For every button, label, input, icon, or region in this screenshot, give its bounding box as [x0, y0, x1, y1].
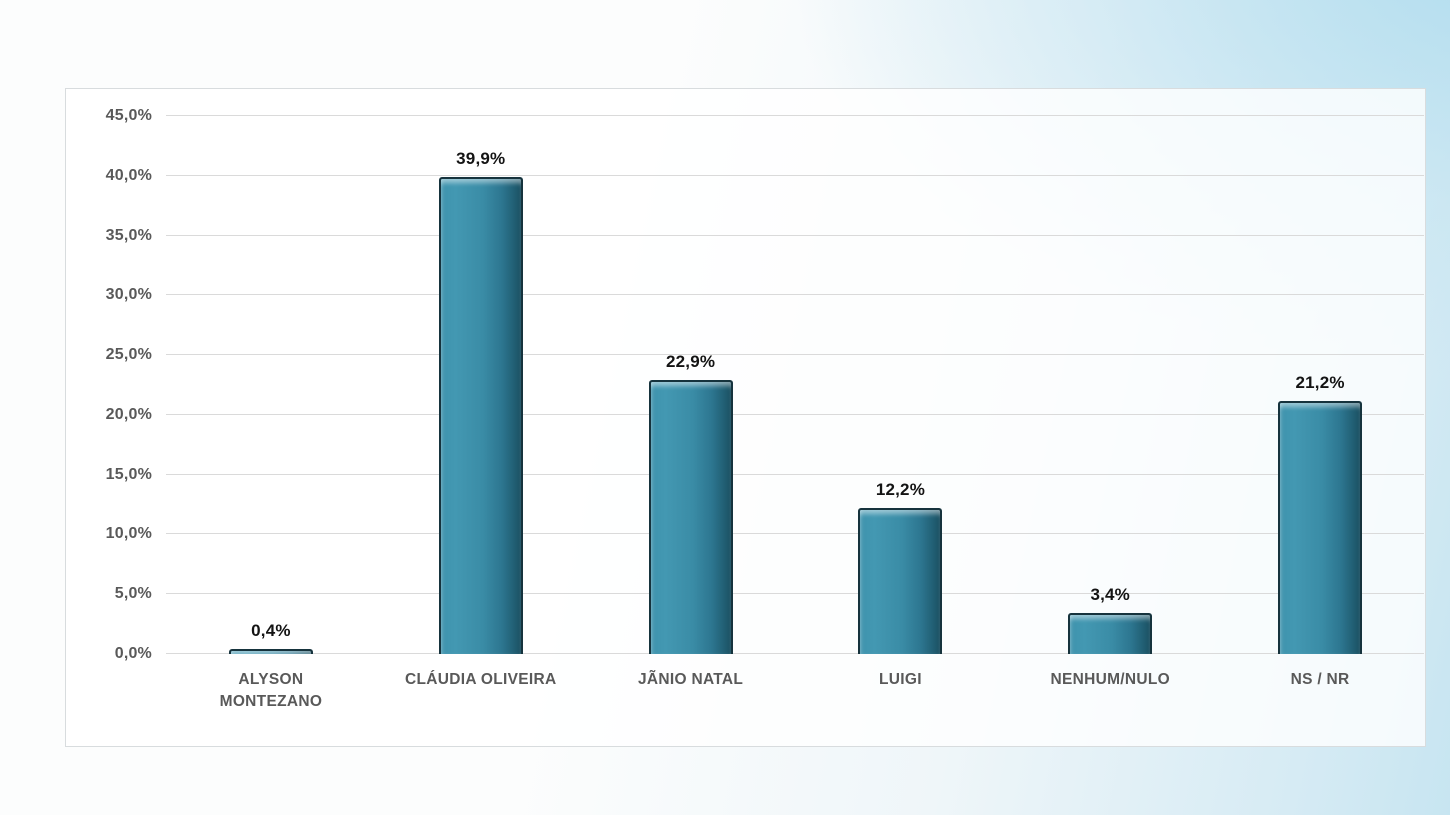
y-axis-tick-label: 5,0% — [114, 585, 152, 603]
gridline — [166, 413, 1424, 415]
gridline — [166, 653, 1424, 654]
category-label: JÃNIO NATAL — [637, 671, 744, 688]
bar-slot: 39,9% — [376, 116, 586, 654]
bar-chart: 0,0% 5,0% 10,0% 15,0% 20,0% 25,0% 30,0% 35,0% 40… — [65, 88, 1426, 747]
bar-3 — [648, 380, 733, 654]
gridline — [166, 354, 1424, 356]
y-axis-tick-label: 30,0% — [105, 286, 152, 304]
gridline — [166, 593, 1424, 595]
y-axis-tick-label: 25,0% — [105, 346, 152, 364]
gridline — [166, 115, 1424, 116]
gridline — [166, 234, 1424, 236]
bar-slot: 0,4% — [166, 116, 376, 654]
y-axis-tick-label: 45,0% — [105, 107, 152, 124]
category-label: NS / NR — [1290, 671, 1350, 688]
gridline — [166, 294, 1424, 296]
y-axis-tick-label: 0,0% — [114, 645, 152, 662]
bar-1 — [228, 649, 313, 654]
y-axis-tick-label: 10,0% — [105, 525, 152, 543]
bar-6 — [1278, 400, 1363, 654]
bar-5 — [1068, 613, 1153, 654]
bar-slot: 12,2% — [796, 116, 1006, 654]
bar-2 — [438, 176, 523, 654]
gridline — [166, 473, 1424, 475]
bar-value-label: 0,4% — [251, 621, 291, 641]
y-axis-tick-label: 20,0% — [105, 405, 152, 423]
y-axis: 0,0% 5,0% 10,0% 15,0% 20,0% 25,0% 30,0% 35,0% 40… — [66, 107, 152, 662]
bar-slot: 3,4% — [1005, 116, 1215, 654]
bar-slot: 21,2% — [1215, 116, 1425, 654]
category-label: CLÁUDIA OLIVEIRA — [405, 671, 557, 688]
bar-value-label: 3,4% — [1090, 585, 1131, 605]
gridline — [166, 174, 1424, 176]
category-label: ALYSON MONTEZANO — [219, 671, 323, 711]
y-axis-tick-label: 40,0% — [105, 166, 152, 184]
bar-value-label: 21,2% — [1295, 372, 1345, 392]
gridline — [166, 533, 1424, 535]
bar-value-label: 22,9% — [665, 352, 716, 372]
plot-area: 0,4% 39,9% 22,9% 12,2% 3,4% 21,2% — [166, 115, 1425, 654]
category-label: LUIGI — [878, 671, 922, 688]
bar-4 — [858, 508, 943, 654]
category-label: NENHUM/NULO — [1050, 671, 1170, 688]
bar-value-label: 39,9% — [456, 148, 506, 168]
y-axis-tick-label: 35,0% — [105, 226, 152, 244]
bar-slot: 22,9% — [586, 116, 796, 654]
x-axis: ALYSON MONTEZANO CLÁUDIA OLIVEIRA JÃNIO NA… — [166, 654, 1425, 746]
y-axis-tick-label: 15,0% — [105, 465, 152, 483]
bar-value-label: 12,2% — [875, 480, 926, 500]
